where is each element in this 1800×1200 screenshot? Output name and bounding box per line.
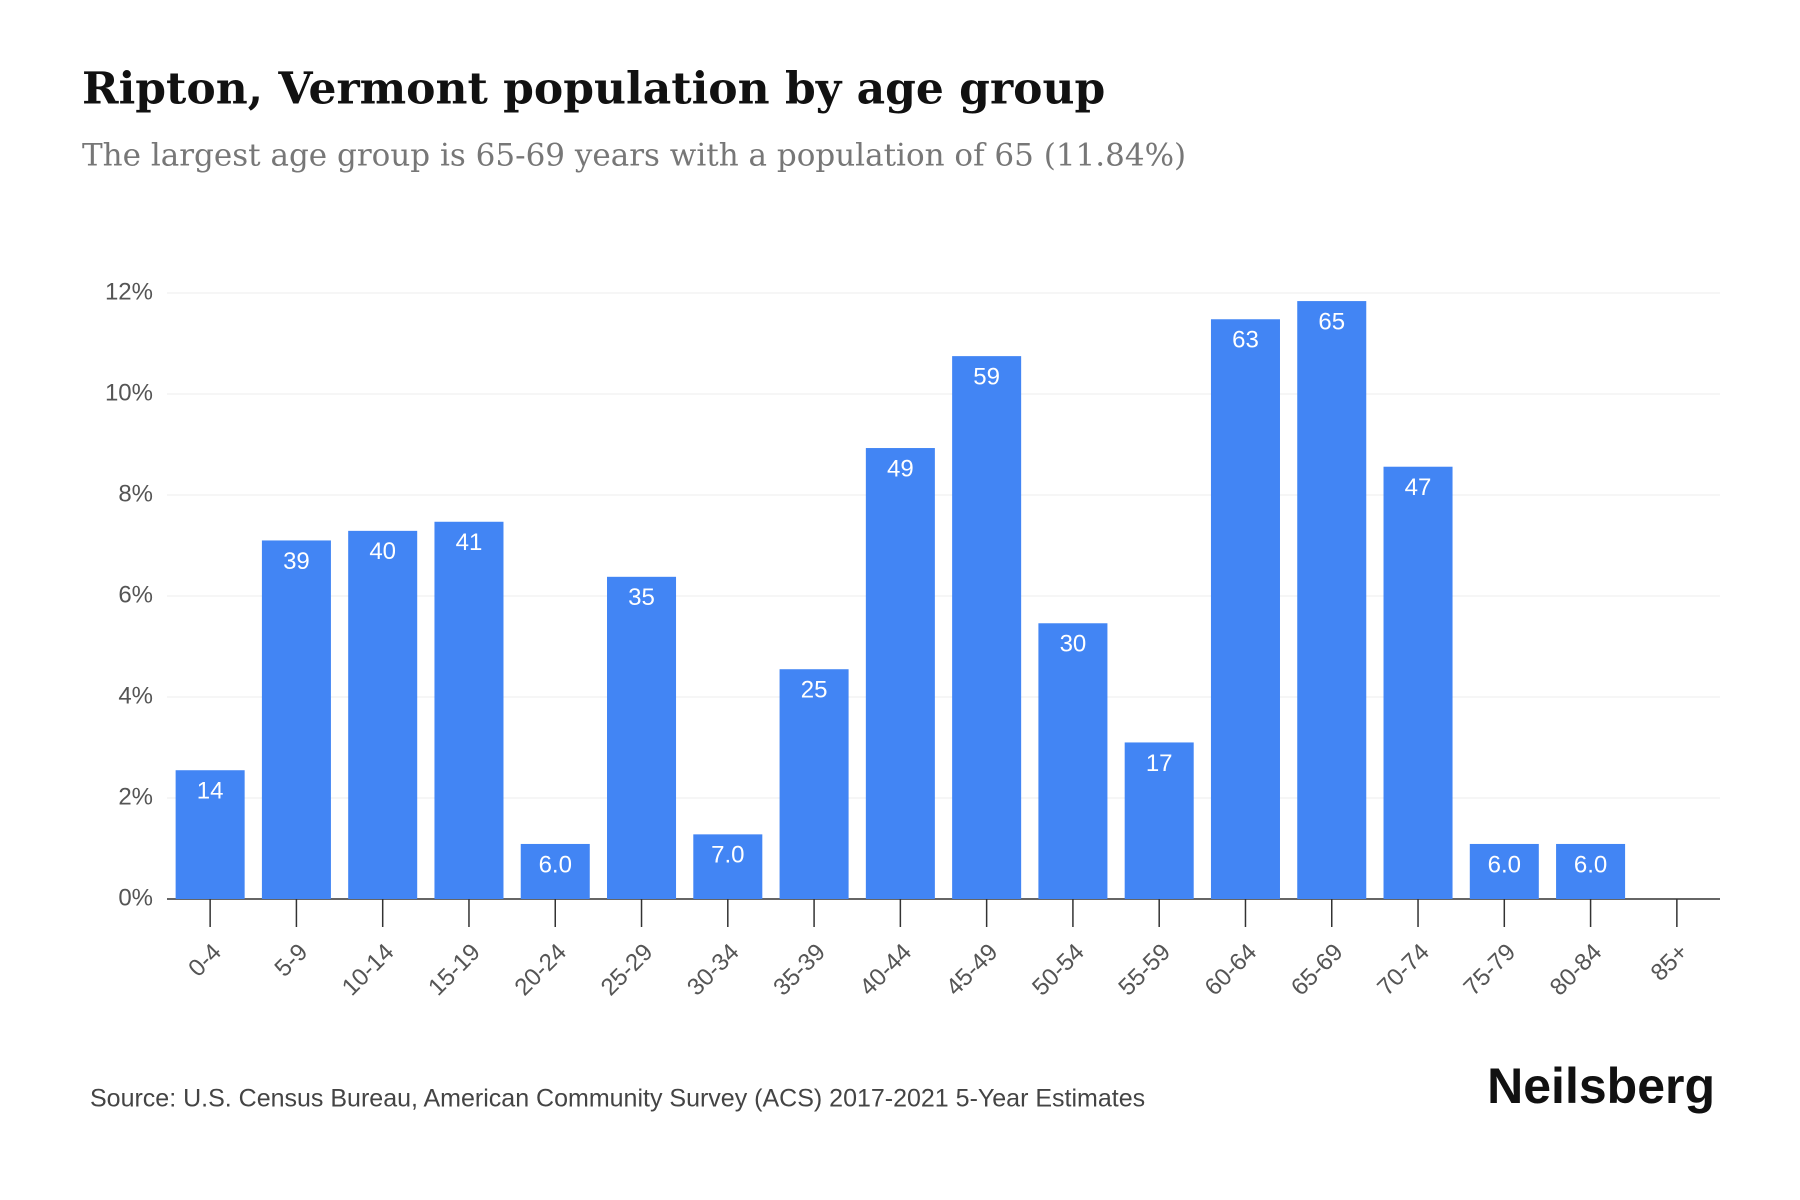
bar: [434, 521, 504, 899]
x-tick-label: 0-4: [183, 939, 227, 983]
y-tick-label: 0%: [118, 884, 153, 911]
bar: [175, 770, 245, 899]
data-label: 39: [283, 548, 310, 575]
bar: [1556, 843, 1626, 899]
x-tick-label: 30-34: [682, 939, 745, 1002]
bar: [1124, 742, 1194, 899]
x-tick-label: 20-24: [509, 939, 572, 1002]
bar: [779, 669, 849, 899]
x-tick-label: 70-74: [1372, 939, 1435, 1002]
bar: [607, 576, 677, 899]
data-label: 40: [369, 538, 396, 565]
y-tick-label: 2%: [118, 783, 153, 810]
x-tick-label: 15-19: [423, 939, 486, 1002]
x-tick-label: 45-49: [941, 939, 1004, 1002]
bar: [1297, 301, 1367, 900]
brand-logo: Neilsberg: [1487, 1058, 1715, 1114]
y-tick-label: 10%: [105, 379, 153, 406]
data-label: 6.0: [1488, 851, 1521, 878]
bar: [952, 356, 1022, 899]
bar: [348, 530, 418, 899]
bar: [1038, 623, 1108, 899]
data-label: 30: [1060, 631, 1087, 658]
x-tick-label: 80-84: [1545, 939, 1608, 1002]
data-label: 6.0: [539, 851, 572, 878]
y-tick-label: 6%: [118, 581, 153, 608]
x-tick-label: 40-44: [855, 939, 918, 1002]
data-label: 7.0: [711, 842, 744, 869]
data-label: 49: [887, 455, 914, 482]
bar: [693, 834, 763, 899]
data-label: 63: [1232, 327, 1259, 354]
x-tick-label: 10-14: [337, 939, 400, 1002]
data-label: 6.0: [1574, 851, 1607, 878]
data-label: 47: [1405, 474, 1432, 501]
data-label: 35: [628, 584, 655, 611]
x-tick-label: 5-9: [270, 939, 314, 983]
x-tick-label: 50-54: [1027, 939, 1090, 1002]
source: Source: U.S. Census Bureau, American Com…: [90, 1085, 1145, 1113]
x-tick-label: 25-29: [596, 939, 659, 1002]
chart-subtitle: The largest age group is 65-69 years wit…: [82, 138, 1186, 174]
bar: [1210, 319, 1280, 899]
data-label: 59: [973, 363, 1000, 390]
x-tick-label: 65-69: [1286, 939, 1349, 1002]
bar: [865, 448, 935, 899]
bar: [520, 843, 590, 899]
y-tick-label: 12%: [105, 278, 153, 305]
x-tick-label: 55-59: [1113, 939, 1176, 1002]
x-tick-label: 35-39: [768, 939, 831, 1002]
x-tick-label: 85+: [1646, 939, 1694, 987]
x-tick-label: 75-79: [1459, 939, 1522, 1002]
data-label: 25: [801, 677, 828, 704]
bar: [1383, 466, 1453, 899]
bar: [1469, 843, 1539, 899]
y-tick-label: 8%: [118, 480, 153, 507]
y-tick-label: 4%: [118, 682, 153, 709]
data-label: 65: [1318, 308, 1345, 335]
data-label: 41: [456, 529, 483, 556]
x-tick-label: 60-64: [1200, 939, 1263, 1002]
data-label: 17: [1146, 750, 1173, 777]
bar: [261, 540, 331, 899]
data-label: 14: [197, 778, 224, 805]
chart-title: Ripton, Vermont population by age group: [82, 64, 1105, 115]
